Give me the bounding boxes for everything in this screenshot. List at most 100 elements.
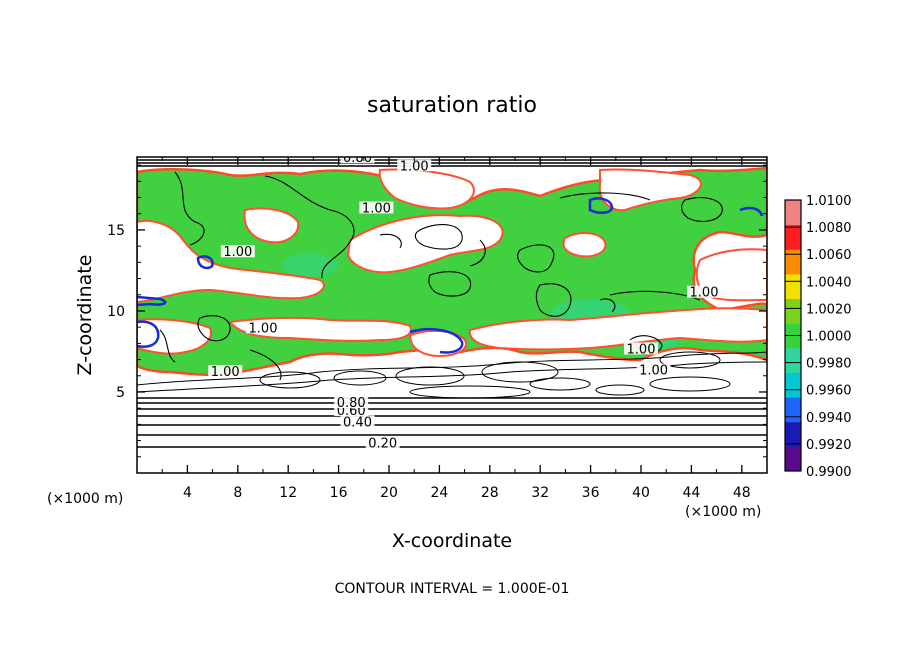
colorbar-label: 1.0040 <box>806 275 852 290</box>
x-tick-label: 28 <box>481 485 499 501</box>
contour-label-bg <box>340 157 375 164</box>
contour-line <box>137 361 767 393</box>
colorbar-label: 1.0020 <box>806 302 852 317</box>
contour-label-bg <box>359 201 394 214</box>
x-tick-label: 48 <box>733 485 751 501</box>
contour-label: 0.20 <box>368 436 397 451</box>
colorbar-swatch <box>785 421 801 447</box>
contour-label: 0.80 <box>337 396 366 411</box>
saturation-field: 0.200.400.600.800.801.001.001.001.001.00… <box>137 151 767 473</box>
x-tick-label: 20 <box>380 485 398 501</box>
colorbar-swatch <box>785 298 801 324</box>
stratified-contours <box>137 159 767 448</box>
colorbar-swatch <box>785 249 801 275</box>
subsaturated-holes <box>137 168 767 358</box>
y-tick-label: 5 <box>116 385 125 401</box>
colorbar-label: 0.9960 <box>806 384 852 399</box>
y-unit-label: (×1000 m) <box>47 491 123 507</box>
blue-rim <box>137 320 160 348</box>
hole <box>243 207 300 244</box>
colorbar-label: 1.0060 <box>806 248 852 263</box>
contour-interval-footer: CONTOUR INTERVAL = 1.000E-01 <box>335 581 570 597</box>
colorbar: 0.9900 0.9920 0.9940 0.9960 0.9980 1.0000 1.00… <box>784 194 852 480</box>
x-tick-label: 16 <box>330 485 348 501</box>
contour-label: 1.00 <box>211 365 240 380</box>
colorbar-swatch <box>785 372 801 398</box>
plot-frame <box>136 156 768 474</box>
contour-label-bg <box>246 321 280 334</box>
chart-title: saturation ratio <box>367 93 537 118</box>
tint-patch <box>282 253 338 277</box>
undersaturated-rims <box>137 197 764 354</box>
hole <box>346 214 504 274</box>
x-tick-label: 44 <box>682 485 700 501</box>
x-tick-label: 4 <box>183 485 192 501</box>
y-tick-label: 15 <box>107 223 125 239</box>
blue-rim <box>409 328 464 354</box>
contour-loop <box>595 384 645 396</box>
lower-contours <box>137 351 767 399</box>
contour-line <box>428 271 472 297</box>
colorbar-label: 0.9940 <box>806 411 852 426</box>
colorbar-swatch <box>785 347 801 373</box>
contour-label-bg <box>220 245 255 258</box>
y-tick-label: 10 <box>107 304 125 320</box>
contour-label: 1.00 <box>627 342 656 357</box>
contour-line <box>469 239 486 267</box>
contour-line <box>264 175 355 279</box>
blue-rim <box>196 255 214 270</box>
contour-line <box>174 171 205 246</box>
contour-line <box>535 283 572 317</box>
x-axis-ticks: 4 8 12 16 20 24 28 32 36 40 44 48 <box>161 157 751 501</box>
contour-loop <box>649 376 731 392</box>
colorbar-label: 1.0100 <box>806 194 852 209</box>
contour-line <box>159 329 176 363</box>
x-tick-label: 24 <box>430 485 448 501</box>
x-tick-label: 40 <box>632 485 650 501</box>
blue-rim <box>739 206 764 217</box>
contour-line <box>414 224 463 250</box>
colorbar-swatch <box>785 397 801 423</box>
y-axis-label: Z-coordinate <box>74 255 96 376</box>
x-unit-label: (×1000 m) <box>685 504 761 520</box>
contour-line <box>379 233 402 249</box>
contour-label: 1.00 <box>400 159 429 174</box>
contour-label: 0.80 <box>343 151 372 166</box>
colorbar-swatch <box>785 446 801 472</box>
contour-loop <box>529 377 591 391</box>
contour-line <box>681 197 723 222</box>
colorbar-label: 1.0000 <box>806 330 852 345</box>
x-axis-label: X-coordinate <box>392 530 512 552</box>
contour-line <box>516 244 555 273</box>
x-tick-label: 32 <box>531 485 549 501</box>
contour-label-bg <box>208 365 243 378</box>
contour-label: 1.00 <box>690 286 719 301</box>
colorbar-label: 0.9920 <box>806 438 852 453</box>
contour-label-bg <box>340 415 375 428</box>
contour-label: 1.00 <box>362 201 391 216</box>
contour-line <box>559 192 651 201</box>
contour-line <box>137 351 767 386</box>
contour-label-bg <box>334 395 369 408</box>
contour-line <box>197 315 231 342</box>
contour-label: 1.00 <box>639 364 668 379</box>
x-tick-label: 8 <box>233 485 242 501</box>
hole <box>468 307 767 351</box>
contour-label-bg <box>397 159 432 172</box>
x-tick-label: 36 <box>582 485 600 501</box>
colorbar-label: 1.0080 <box>806 221 852 236</box>
contour-label-bg <box>687 285 721 298</box>
contour-loop <box>395 366 465 386</box>
colorbar-swatch <box>785 224 801 250</box>
contour-line <box>599 298 616 313</box>
contour-label-bg <box>365 436 400 449</box>
contour-loop <box>481 361 559 383</box>
contour-label: 0.40 <box>343 415 372 430</box>
contour-line <box>249 349 282 381</box>
saturation-contours <box>159 171 723 381</box>
colorbar-label: 0.9980 <box>806 357 852 372</box>
blue-rim <box>588 197 614 214</box>
contour-label-bg <box>624 342 658 355</box>
contour-loop <box>333 370 387 386</box>
